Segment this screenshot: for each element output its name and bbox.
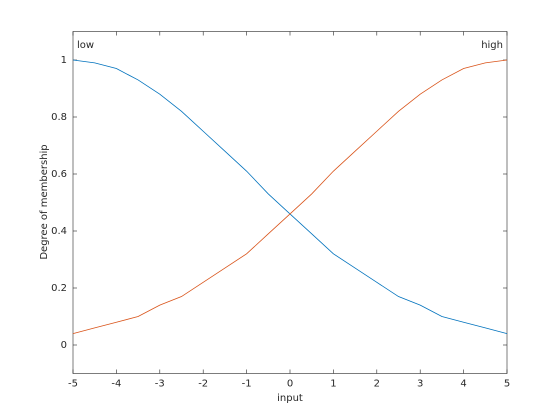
axes-box: [72, 31, 508, 374]
y-tick-label: 1: [61, 55, 67, 66]
annotation: low: [77, 40, 94, 51]
y-tick-label: 0: [61, 340, 67, 351]
y-tick-label: 0.6: [51, 169, 67, 180]
y-tick-label: 0.4: [51, 226, 67, 237]
series-line: [72, 59, 508, 334]
x-tick-label: 2: [374, 379, 380, 390]
y-tick-label: 0.2: [51, 283, 67, 294]
annotation: high: [481, 40, 503, 51]
y-tick-label: 0.8: [51, 112, 67, 123]
x-tick-label: 3: [417, 379, 423, 390]
x-tick-label: -2: [198, 379, 208, 390]
x-axis-label: input: [277, 393, 303, 404]
x-tick-label: -3: [155, 379, 165, 390]
x-tick-label: 4: [460, 379, 466, 390]
x-tick-label: -1: [242, 379, 252, 390]
x-tick-label: -5: [68, 379, 78, 390]
x-tick-label: 5: [504, 379, 510, 390]
x-tick-label: -4: [111, 379, 121, 390]
x-tick-label: 1: [330, 379, 336, 390]
x-tick-label: 0: [287, 379, 293, 390]
y-axis-label: Degree of membership: [39, 144, 50, 259]
